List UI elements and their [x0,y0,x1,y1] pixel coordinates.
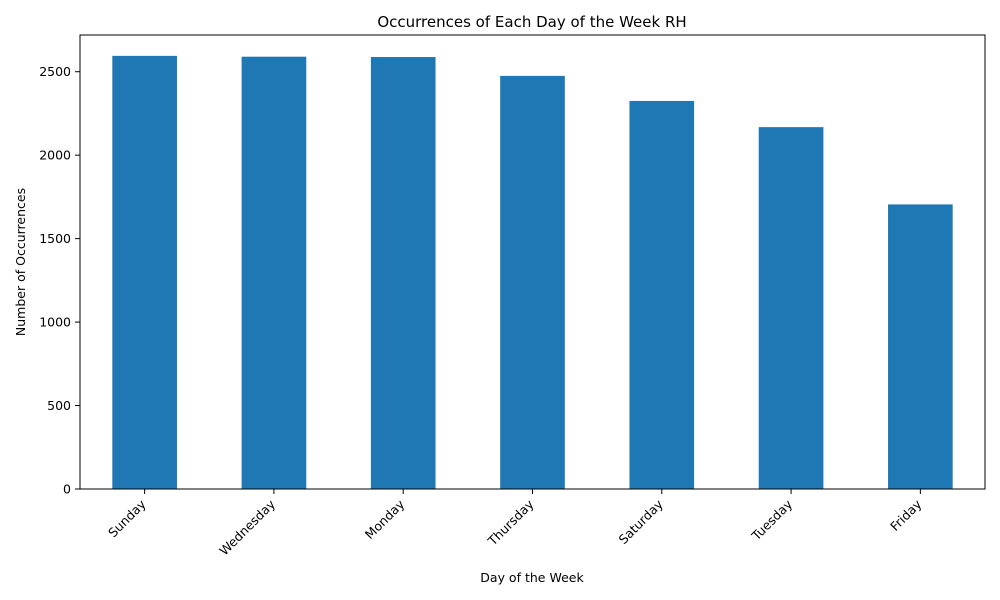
y-tick-label: 1500 [39,231,71,246]
x-tick-label: Wednesday [216,496,278,558]
bar-sunday [112,55,177,489]
bar-tuesday [758,127,824,490]
x-tick-label: Saturday [615,496,666,547]
x-tick-label: Friday [887,496,925,534]
y-tick-label: 2500 [39,64,71,79]
y-tick-label: 0 [63,482,71,497]
x-axis-title: Day of the Week [480,570,584,585]
y-tick-label: 2000 [39,148,71,163]
bar-thursday [500,75,565,490]
x-tick-label: Thursday [484,496,537,549]
y-axis-title: Number of Occurrences [13,188,28,336]
bars-group [112,55,953,490]
y-tick-label: 500 [47,398,71,413]
chart-title: Occurrences of Each Day of the Week RH [377,13,686,31]
x-tick-label: Monday [362,496,408,542]
bar-saturday [629,100,695,489]
bar-wednesday [241,56,307,490]
y-axis: 0 500 1000 1500 2000 2500 [39,64,80,497]
y-tick-label: 1000 [39,315,71,330]
x-tick-label: Tuesday [748,496,796,544]
x-tick-label: Sunday [105,496,149,540]
bar-monday [370,57,436,490]
bar-friday [888,204,953,489]
x-axis: Sunday Wednesday Monday Thursday Saturday Tue… [105,489,925,558]
